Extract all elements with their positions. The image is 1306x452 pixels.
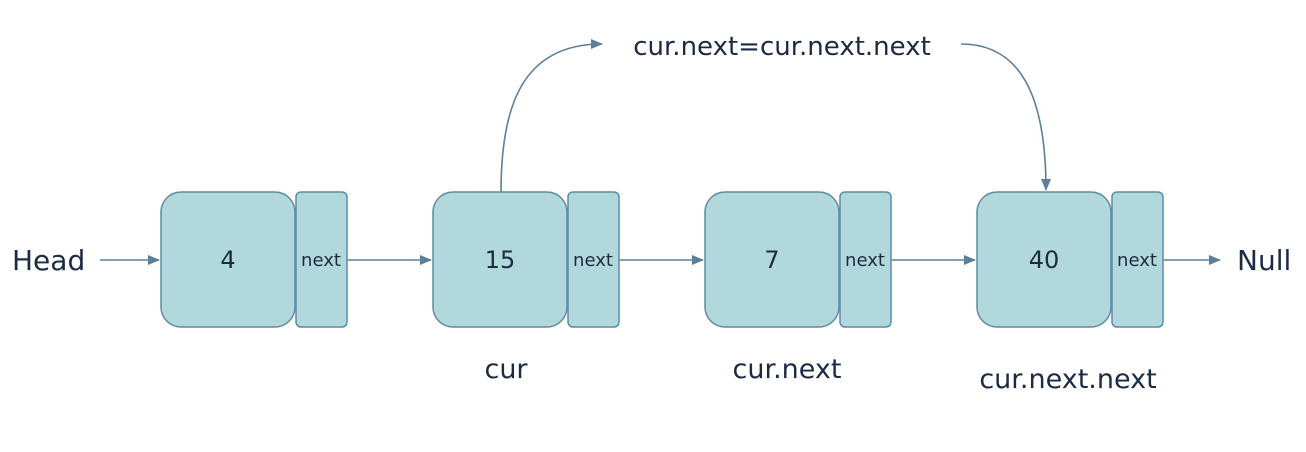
list-node-4: 40 next [976, 191, 1164, 328]
pointer-label-cur-next-next: cur.next.next [979, 364, 1156, 395]
node-2-next-box [567, 191, 620, 328]
list-node-2: 15 next [432, 191, 620, 328]
list-node-1: 4 next [160, 191, 348, 328]
curve-arrow-to-cur-next-next [960, 43, 1051, 191]
pointer-label-cur: cur [484, 354, 528, 385]
node-1-next-box [295, 191, 348, 328]
node-1-value: 4 [220, 246, 235, 274]
operation-label: cur.next=cur.next.next [633, 32, 931, 62]
curve-arrow-from-cur [500, 39, 603, 193]
node-4-next-box [1111, 191, 1164, 328]
pointer-label-cur-next: cur.next [733, 354, 842, 385]
null-label: Null [1237, 244, 1291, 277]
node-4-value-box [976, 191, 1112, 328]
head-label: Head [12, 244, 85, 277]
node-1-next-label: next [301, 250, 341, 271]
node-2-value: 15 [485, 246, 516, 274]
node-3-value: 7 [764, 246, 779, 274]
node-3-value-box [704, 191, 840, 328]
node-3-next-label: next [845, 250, 885, 271]
node-4-value: 40 [1029, 246, 1060, 274]
node-4-next-label: next [1117, 250, 1157, 271]
list-node-3: 7 next [704, 191, 892, 328]
node-2-next-label: next [573, 250, 613, 271]
node-3-next-box [839, 191, 892, 328]
node-1-value-box [160, 191, 296, 328]
node-2-value-box [432, 191, 568, 328]
